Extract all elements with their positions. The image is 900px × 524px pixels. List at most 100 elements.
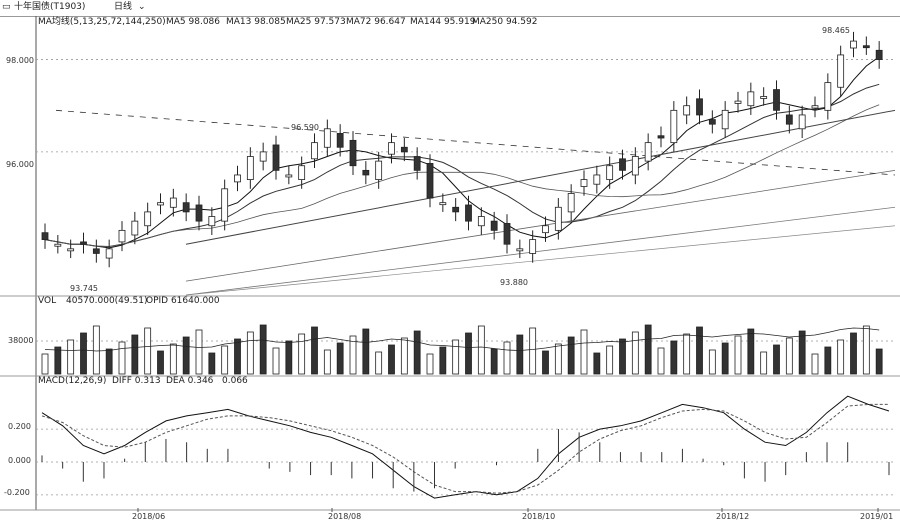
annotation-low2: 93.880 — [500, 278, 528, 287]
ma13-label: MA13 98.085 — [226, 17, 286, 27]
candle-body — [567, 193, 575, 213]
candle-body — [708, 119, 716, 125]
volume-bar — [773, 344, 780, 375]
volume-bar — [554, 343, 562, 375]
volume-bar — [208, 352, 216, 375]
ma72-label: MA72 96.647 — [346, 17, 406, 27]
volume-bar — [298, 333, 306, 375]
macd-dea-line — [41, 403, 889, 494]
volume-bar — [400, 337, 408, 375]
volume-bar — [747, 328, 755, 375]
vol-label: VOL — [38, 296, 57, 306]
ma-panel-label: MA均线(5,13,25,72,144,250) — [38, 17, 166, 27]
volume-bar — [92, 325, 100, 375]
volume-bar — [169, 343, 177, 375]
long-ma-line — [185, 169, 896, 282]
candle-body — [721, 109, 729, 130]
volume-bar — [413, 330, 421, 375]
x-tick-1: 2018/06 — [132, 512, 166, 521]
candle-body — [670, 109, 678, 144]
volume-bar — [246, 331, 254, 375]
volume-bar — [785, 337, 793, 375]
volume-bar — [542, 350, 549, 375]
candle-body — [92, 248, 100, 254]
window-icon: ▭ — [2, 2, 11, 12]
macd-tick--0.2: -0.200 — [4, 488, 30, 497]
volume-bar — [323, 349, 331, 375]
annotation-low1: 93.745 — [70, 284, 98, 293]
opid-line — [44, 327, 880, 352]
volume-bar — [272, 347, 280, 375]
candle-body — [182, 202, 190, 213]
volume-bar — [567, 336, 575, 375]
opid-label: OPID 61640.000 — [146, 296, 220, 306]
candle-body — [452, 206, 460, 213]
candle-body — [516, 248, 524, 252]
volume-bar — [144, 327, 152, 375]
ma-line — [44, 83, 880, 248]
candle-body — [824, 82, 832, 111]
vol-tick: 38000 — [8, 336, 34, 345]
volume-bar — [811, 353, 819, 375]
candle-body — [606, 165, 614, 180]
volume-bars — [41, 324, 883, 375]
candle-body — [798, 114, 806, 130]
candle-body — [157, 202, 164, 206]
candle-body — [336, 133, 344, 148]
candle-body — [747, 91, 755, 107]
price-tick-96: 96.000 — [6, 160, 34, 169]
candle-body — [195, 204, 203, 222]
volume-bar — [670, 340, 678, 375]
period-select[interactable]: 日线 — [114, 2, 133, 12]
candle-body — [131, 220, 139, 236]
volume-bar — [837, 339, 845, 375]
candle-body — [657, 135, 665, 139]
ma-lines — [44, 56, 896, 296]
candle-body — [413, 156, 421, 171]
candle-body — [862, 45, 870, 49]
ma5-label: MA5 98.086 — [166, 17, 220, 27]
candle-body — [734, 100, 742, 104]
chart-title: 十年国债(T1903) — [14, 2, 86, 12]
macd-label: MACD(12,26,9) — [38, 376, 107, 386]
candle-body — [144, 211, 152, 227]
candle-body — [118, 229, 126, 243]
x-tick-5: 2019/01 — [860, 512, 894, 521]
candle-body — [221, 188, 229, 222]
candle-body — [875, 49, 883, 60]
volume-bar — [234, 338, 241, 375]
macd-dea: DEA 0.346 — [166, 376, 214, 386]
volume-bar — [798, 330, 806, 375]
candle-body — [439, 202, 447, 206]
candle-body — [246, 156, 254, 180]
macd-tick-0.2: 0.200 — [8, 422, 31, 431]
candle-body — [349, 139, 357, 167]
volume-bar — [490, 348, 498, 375]
chevron-down-icon[interactable]: ⌄ — [138, 2, 146, 12]
volume-bar — [619, 338, 626, 375]
volume-bar — [696, 326, 703, 375]
volume-bar — [683, 333, 691, 375]
candle-body — [644, 142, 652, 162]
x-tick-4: 2018/12 — [716, 512, 750, 521]
volume-bar — [221, 345, 229, 375]
candles — [41, 31, 883, 268]
volume-bar — [349, 335, 357, 375]
volume-bar — [439, 346, 447, 375]
candle-body — [362, 169, 370, 176]
candle-body — [542, 225, 549, 234]
volume-bar — [580, 329, 588, 375]
candle-body — [400, 146, 408, 153]
candle-body — [811, 105, 819, 109]
volume-bar — [516, 334, 524, 375]
candle-body — [503, 223, 511, 245]
ma-line — [44, 56, 880, 249]
candle-body — [311, 142, 318, 160]
candle-body — [298, 165, 306, 180]
volume-bar — [593, 352, 601, 375]
macd-tick-0: 0.000 — [8, 456, 31, 465]
volume-bar — [503, 341, 511, 375]
volume-bar — [426, 353, 434, 375]
volume-bar — [452, 339, 460, 375]
